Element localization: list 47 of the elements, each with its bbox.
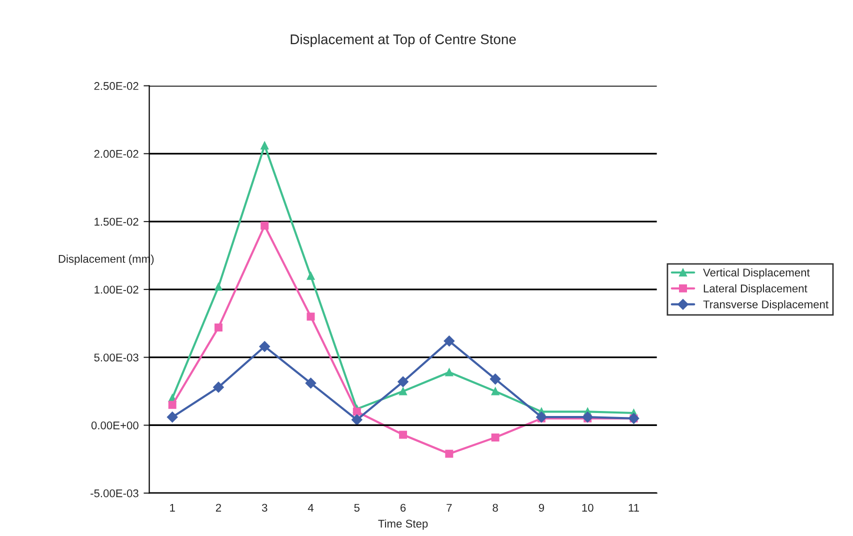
point	[491, 387, 500, 396]
point	[168, 400, 176, 409]
point	[444, 336, 455, 346]
x-tick-label: 10	[582, 504, 594, 512]
point	[306, 272, 315, 280]
point	[398, 376, 408, 388]
x-tick-label: 11	[628, 504, 639, 512]
point	[352, 408, 361, 416]
point	[306, 312, 315, 321]
point	[259, 341, 270, 352]
y-tick-label: 1.00E-02	[94, 286, 138, 294]
legend-label: Transverse Displacement	[703, 300, 828, 311]
y-tick-label: 2.00E-02	[94, 150, 138, 158]
point	[214, 282, 222, 291]
point	[399, 387, 408, 396]
x-tick-label: 3	[262, 504, 268, 512]
point	[213, 382, 224, 393]
y-tick-label: 0.00E+00	[91, 421, 138, 430]
point	[305, 378, 316, 389]
x-axis-title: Time Step	[378, 519, 428, 530]
x-tick-label: 8	[492, 504, 498, 512]
y-tick-label: 1.50E-02	[94, 218, 138, 226]
x-tick-label: 6	[400, 504, 406, 512]
legend-label: Vertical Displacement	[703, 268, 810, 279]
x-tick-label: 4	[308, 504, 314, 512]
point	[445, 368, 454, 376]
legend-label: Lateral Displacement	[704, 284, 808, 295]
point	[351, 414, 362, 426]
chart-title: Displacement at Top of Centre Stone	[290, 34, 516, 47]
point	[399, 430, 408, 439]
x-tick-label: 7	[446, 504, 452, 512]
point	[166, 412, 178, 423]
point	[214, 323, 222, 332]
point	[490, 374, 501, 384]
point	[260, 222, 269, 230]
x-tick-label: 9	[538, 504, 544, 512]
y-tick-label: -5.00E-03	[90, 489, 138, 498]
point	[260, 142, 269, 150]
x-tick-label: 5	[354, 504, 360, 512]
point	[491, 433, 500, 442]
y-tick-label: 2.50E-02	[94, 82, 138, 90]
point	[582, 412, 594, 423]
x-tick-label: 2	[216, 504, 222, 512]
point	[536, 412, 547, 423]
point	[445, 450, 454, 458]
y-tick-label: 5.00E-03	[94, 354, 138, 362]
x-tick-label: 1	[170, 504, 175, 512]
